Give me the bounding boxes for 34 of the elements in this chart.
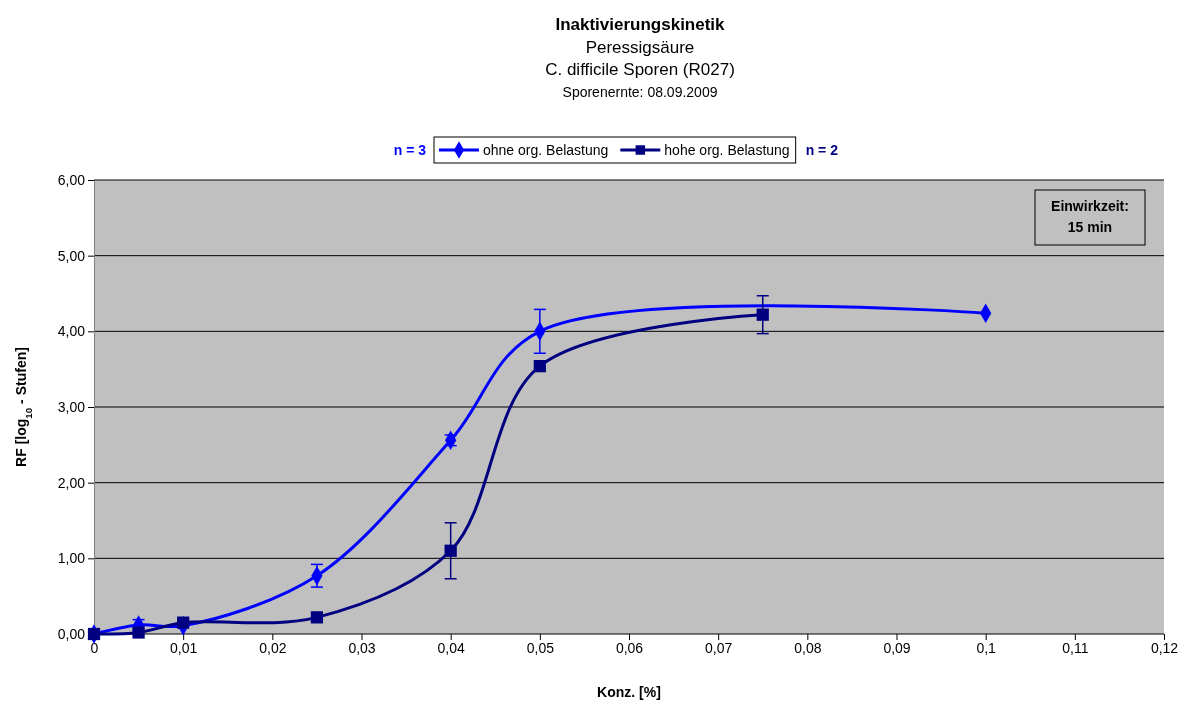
y-tick-label: 0,00 bbox=[57, 625, 86, 642]
y-tick-label: 5,00 bbox=[57, 247, 86, 264]
legend-label: hohe org. Belastung bbox=[664, 142, 790, 158]
x-tick-label: 0,07 bbox=[705, 639, 733, 656]
y-tick-label: 2,00 bbox=[57, 474, 86, 491]
chart-title: Inaktivierungskinetik bbox=[555, 15, 726, 34]
y-tick-label: 6,00 bbox=[57, 171, 86, 188]
x-tick-label: 0,01 bbox=[170, 639, 198, 656]
annotation: Einwirkzeit: 15 min bbox=[1051, 198, 1129, 235]
y-tick-label: 1,00 bbox=[57, 550, 86, 567]
x-tick-label: 0,1 bbox=[976, 639, 997, 656]
x-tick-label: 0,03 bbox=[348, 639, 376, 656]
x-tick-label: 0,09 bbox=[883, 639, 911, 656]
x-tick-label: 0,06 bbox=[615, 639, 644, 656]
x-tick-label: 0,08 bbox=[794, 639, 822, 656]
point bbox=[444, 544, 457, 557]
point bbox=[756, 308, 769, 321]
x-tick-label: 0,05 bbox=[526, 639, 555, 656]
x-tick-label: 0,02 bbox=[259, 639, 287, 656]
x-tick-label: 0,04 bbox=[437, 639, 465, 656]
text: n = 2 bbox=[805, 142, 839, 158]
x-axis-title: Konz. [%] bbox=[597, 684, 661, 700]
legend-label: ohne org. Belastung bbox=[483, 142, 609, 158]
point bbox=[132, 626, 145, 639]
x-tick-label: 0,11 bbox=[1062, 639, 1089, 656]
y-tick-label: 4,00 bbox=[57, 323, 86, 340]
point bbox=[177, 616, 190, 629]
text: n = 3 bbox=[393, 142, 427, 158]
chart-subtitle: Peressigsäure C. difficile Sporen (R027) Sporenernte: 08.09.2009 bbox=[545, 38, 735, 100]
x-tick-label: 0,12 bbox=[1150, 639, 1179, 656]
y-tick-label: 3,00 bbox=[57, 398, 86, 415]
point bbox=[310, 611, 324, 624]
x-tick-label: 0 bbox=[90, 639, 99, 656]
point bbox=[533, 360, 546, 373]
